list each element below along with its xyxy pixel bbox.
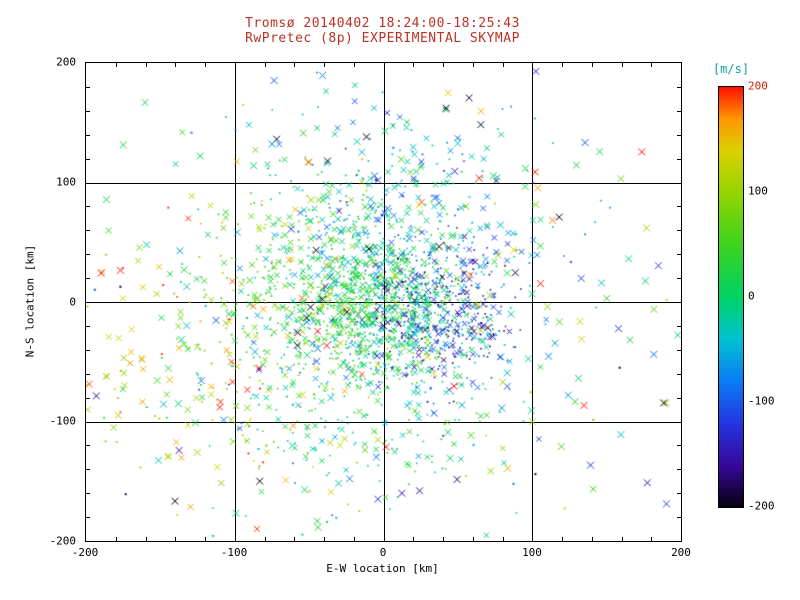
axis-minor-tick xyxy=(677,325,681,327)
axis-minor-tick xyxy=(264,63,266,67)
axis-minor-tick xyxy=(86,206,90,208)
axis-minor-tick xyxy=(651,537,653,541)
colorbar-tick-label: 100 xyxy=(748,184,768,198)
axis-minor-tick xyxy=(651,63,653,67)
colorbar xyxy=(718,86,744,508)
y-tick-label: 100 xyxy=(56,175,76,189)
axis-minor-tick xyxy=(175,537,177,541)
figure-title: Tromsø 20140402 18:24:00-18:25:43 RwPret… xyxy=(85,16,680,46)
axis-minor-tick xyxy=(677,278,681,280)
axis-minor-tick xyxy=(86,325,90,327)
x-tick-label: -100 xyxy=(220,546,248,559)
x-axis-label: E-W location [km] xyxy=(326,562,439,575)
x-tick-label: 200 xyxy=(671,546,691,559)
axis-minor-tick xyxy=(86,517,90,519)
axis-minor-tick xyxy=(677,493,681,495)
colorbar-tick-label: 200 xyxy=(748,79,768,93)
axis-minor-tick xyxy=(324,537,325,541)
axis-minor-tick xyxy=(353,63,355,67)
axis-minor-tick xyxy=(677,206,681,208)
axis-minor-tick xyxy=(86,230,90,232)
axis-minor-tick xyxy=(205,537,206,541)
axis-minor-tick xyxy=(86,493,90,495)
axis-minor-tick xyxy=(294,63,296,67)
axis-minor-tick xyxy=(677,517,681,519)
axis-minor-tick xyxy=(353,537,355,541)
axis-minor-tick xyxy=(264,537,266,541)
y-tick-label: 200 xyxy=(56,55,76,69)
axis-minor-tick xyxy=(443,63,444,67)
axis-minor-tick xyxy=(621,537,623,541)
x-tick-label: 100 xyxy=(522,546,542,559)
axis-minor-tick xyxy=(86,254,90,256)
y-tick-label: -200 xyxy=(49,534,77,548)
axis-minor-tick xyxy=(86,445,90,447)
axis-minor-tick xyxy=(472,537,474,541)
title-line2: RwPretec (8p) EXPERIMENTAL SKYMAP xyxy=(245,31,520,46)
axis-minor-tick xyxy=(677,397,681,399)
axis-minor-tick xyxy=(443,537,444,541)
axis-minor-tick xyxy=(677,134,681,136)
axis-minor-tick xyxy=(562,537,563,541)
axis-minor-tick xyxy=(621,63,623,67)
axis-minor-tick xyxy=(591,63,593,67)
axis-minor-tick xyxy=(86,397,90,399)
axis-minor-tick xyxy=(677,469,681,471)
colorbar-tick-label: 0 xyxy=(748,289,755,303)
colorbar-tick-label: -200 xyxy=(748,499,775,513)
colorbar-tick-label: -100 xyxy=(748,394,775,408)
axis-minor-tick xyxy=(591,537,593,541)
axis-minor-tick xyxy=(86,86,90,88)
axis-minor-tick xyxy=(115,537,117,541)
axis-minor-tick xyxy=(205,63,206,67)
axis-minor-tick xyxy=(677,230,681,232)
plot-area xyxy=(85,62,682,542)
axis-minor-tick xyxy=(145,537,147,541)
axis-minor-tick xyxy=(86,349,90,351)
axis-minor-tick xyxy=(502,63,504,67)
axis-minor-tick xyxy=(115,63,117,67)
axis-minor-tick xyxy=(677,110,681,112)
axis-minor-tick xyxy=(175,63,177,67)
axis-minor-tick xyxy=(86,469,90,471)
title-line1: Tromsø 20140402 18:24:00-18:25:43 xyxy=(245,16,520,31)
axis-minor-tick xyxy=(294,537,296,541)
x-tick-label: -200 xyxy=(71,546,99,559)
axis-minor-tick xyxy=(677,445,681,447)
axis-minor-tick xyxy=(677,254,681,256)
axis-minor-tick xyxy=(86,158,90,160)
axis-minor-tick xyxy=(86,278,90,280)
axis-minor-tick xyxy=(677,373,681,375)
axis-minor-tick xyxy=(324,63,325,67)
axis-minor-tick xyxy=(413,63,415,67)
axis-minor-tick xyxy=(86,110,90,112)
axis-minor-tick xyxy=(86,134,90,136)
axis-minor-tick xyxy=(472,63,474,67)
axis-minor-tick xyxy=(677,349,681,351)
y-axis-label: N-S location [km] xyxy=(23,244,37,358)
axis-minor-tick xyxy=(562,63,563,67)
scatter-canvas xyxy=(86,63,681,541)
axis-minor-tick xyxy=(677,158,681,160)
y-tick-label: 0 xyxy=(69,295,76,308)
axis-minor-tick xyxy=(677,86,681,88)
axis-minor-tick xyxy=(145,63,147,67)
x-tick-label: 0 xyxy=(379,546,387,559)
axis-minor-tick xyxy=(413,537,415,541)
y-tick-label: -100 xyxy=(49,414,77,428)
axis-minor-tick xyxy=(502,537,504,541)
y-axis-tick-labels: 200 100 0 -100 -200 xyxy=(36,56,80,548)
colorbar-unit-label: [m/s] xyxy=(712,62,750,76)
axis-minor-tick xyxy=(86,373,90,375)
